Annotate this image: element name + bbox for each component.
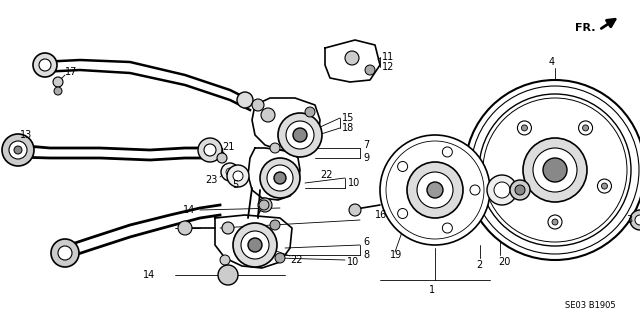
Circle shape (543, 158, 567, 182)
Circle shape (258, 198, 272, 212)
Circle shape (14, 146, 22, 154)
Circle shape (53, 77, 63, 87)
Circle shape (523, 138, 587, 202)
Circle shape (407, 162, 463, 218)
Circle shape (487, 175, 517, 205)
Circle shape (218, 265, 238, 285)
Text: 19: 19 (390, 250, 403, 260)
Text: 8: 8 (363, 250, 369, 260)
Circle shape (598, 179, 611, 193)
Circle shape (222, 222, 234, 234)
Circle shape (552, 219, 558, 225)
Circle shape (270, 143, 280, 153)
Text: 22: 22 (320, 170, 333, 180)
Circle shape (237, 92, 253, 108)
Circle shape (442, 147, 452, 157)
Circle shape (233, 171, 243, 181)
Circle shape (635, 215, 640, 225)
Circle shape (226, 168, 234, 176)
Circle shape (178, 221, 192, 235)
Circle shape (204, 144, 216, 156)
Circle shape (252, 99, 264, 111)
Circle shape (630, 210, 640, 230)
Circle shape (522, 125, 527, 131)
Text: 14: 14 (143, 270, 155, 280)
Circle shape (293, 128, 307, 142)
Text: FR.: FR. (575, 23, 595, 33)
Circle shape (227, 165, 249, 187)
Text: 20: 20 (498, 257, 510, 267)
Text: SE03 B1905: SE03 B1905 (564, 300, 615, 309)
Circle shape (465, 80, 640, 260)
Circle shape (274, 172, 286, 184)
Text: 18: 18 (342, 123, 355, 133)
Circle shape (267, 165, 293, 191)
Circle shape (270, 220, 280, 230)
Text: 15: 15 (342, 113, 355, 123)
Circle shape (548, 215, 562, 229)
Circle shape (417, 172, 453, 208)
Circle shape (517, 121, 531, 135)
Circle shape (380, 135, 490, 245)
Text: 1: 1 (429, 285, 435, 295)
Text: 11: 11 (382, 52, 394, 62)
Text: 17: 17 (65, 67, 77, 77)
Circle shape (248, 238, 262, 252)
Circle shape (349, 204, 361, 216)
Circle shape (33, 53, 57, 77)
Text: 13: 13 (20, 130, 32, 140)
Text: 22: 22 (290, 255, 303, 265)
Circle shape (602, 183, 607, 189)
Circle shape (259, 200, 269, 210)
Text: 4: 4 (549, 57, 555, 67)
Text: 7: 7 (363, 140, 369, 150)
Circle shape (198, 138, 222, 162)
Text: 10: 10 (347, 257, 359, 267)
Text: 14: 14 (183, 205, 195, 215)
Circle shape (533, 148, 577, 192)
Text: 10: 10 (348, 178, 360, 188)
Circle shape (278, 113, 322, 157)
Circle shape (233, 223, 277, 267)
Circle shape (51, 239, 79, 267)
Circle shape (427, 182, 443, 198)
Circle shape (9, 141, 27, 159)
Circle shape (502, 183, 509, 189)
Circle shape (54, 87, 62, 95)
Text: 3: 3 (626, 215, 632, 225)
Circle shape (217, 153, 227, 163)
Circle shape (2, 134, 34, 166)
Text: 9: 9 (363, 153, 369, 163)
Circle shape (397, 161, 408, 172)
Circle shape (365, 65, 375, 75)
Circle shape (286, 121, 314, 149)
Circle shape (241, 231, 269, 259)
Circle shape (515, 185, 525, 195)
Text: 5: 5 (232, 180, 238, 190)
Text: 6: 6 (363, 237, 369, 247)
Circle shape (220, 255, 230, 265)
Circle shape (39, 59, 51, 71)
Circle shape (305, 107, 315, 117)
Text: 2: 2 (476, 260, 483, 270)
Text: 23: 23 (205, 175, 218, 185)
Circle shape (582, 125, 589, 131)
Circle shape (58, 246, 72, 260)
Text: 16: 16 (375, 210, 387, 220)
Circle shape (442, 223, 452, 233)
Circle shape (470, 185, 480, 195)
Circle shape (499, 179, 513, 193)
Circle shape (221, 163, 239, 181)
Circle shape (579, 121, 593, 135)
Text: 21: 21 (222, 142, 234, 152)
Circle shape (510, 180, 530, 200)
Circle shape (345, 51, 359, 65)
Circle shape (275, 253, 285, 263)
Circle shape (494, 182, 510, 198)
Circle shape (260, 158, 300, 198)
Text: 12: 12 (382, 62, 394, 72)
Circle shape (261, 108, 275, 122)
Circle shape (397, 209, 408, 219)
